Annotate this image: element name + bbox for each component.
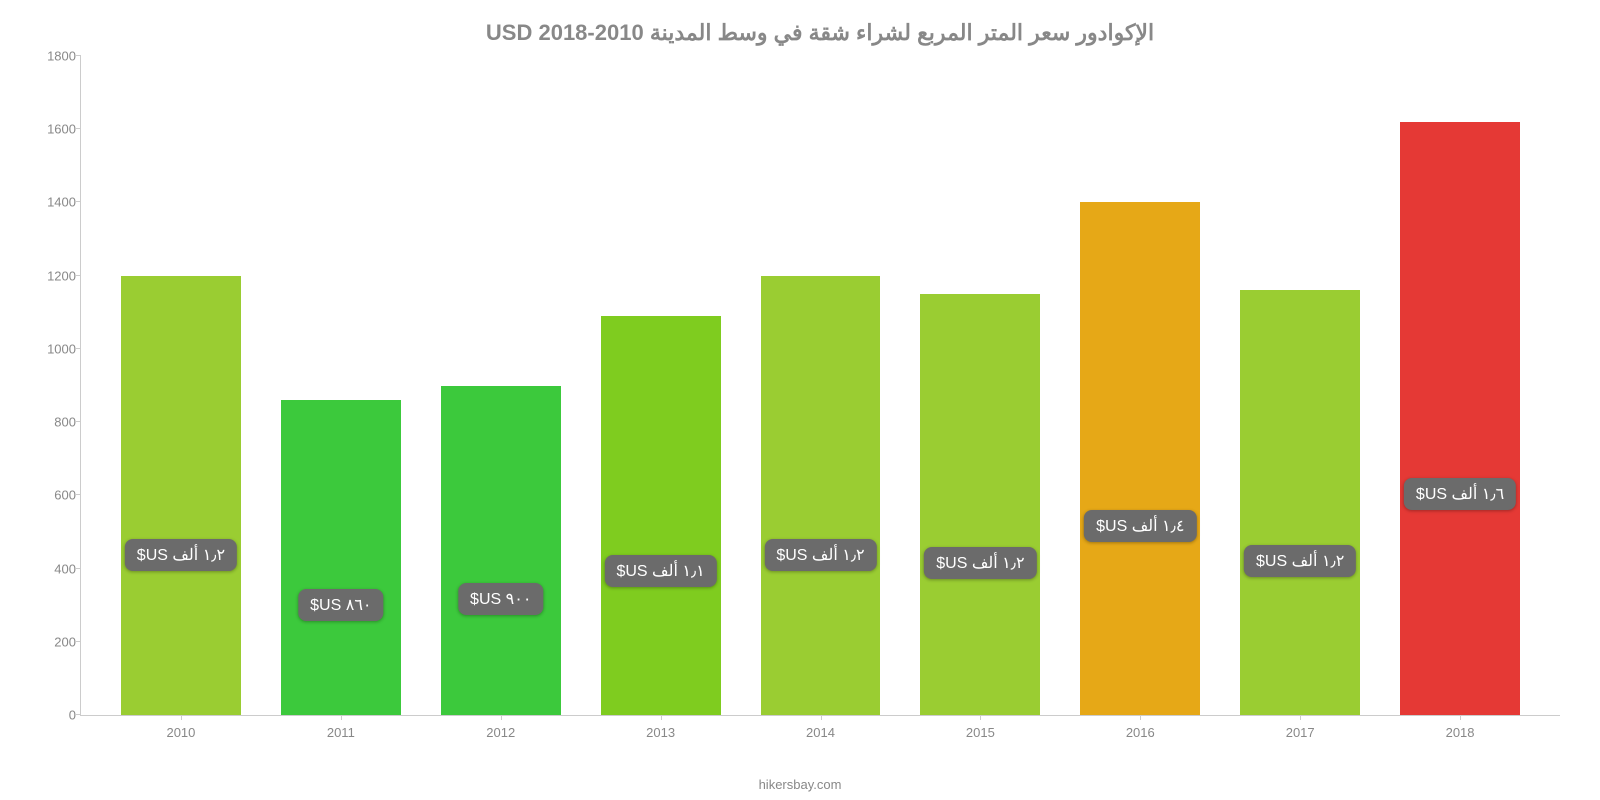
x-tick-label: 2016: [1126, 725, 1155, 740]
bar-value-label: ١٫٢ ألف US$: [764, 539, 876, 571]
bar: ١٫٦ ألف US$: [1400, 122, 1520, 715]
x-tick-label: 2017: [1286, 725, 1315, 740]
x-tick-label: 2015: [966, 725, 995, 740]
bar: ١٫١ ألف US$: [601, 316, 721, 715]
bar-value-label: ١٫٤ ألف US$: [1084, 510, 1196, 542]
x-tick-label: 2014: [806, 725, 835, 740]
y-tick-label: 1600: [31, 122, 76, 137]
x-tick-mark: [980, 715, 981, 720]
bar-slot: ١٫٤ ألف US$2016: [1060, 56, 1220, 715]
y-tick-label: 1200: [31, 268, 76, 283]
x-tick-mark: [501, 715, 502, 720]
x-tick-mark: [821, 715, 822, 720]
bar: ١٫٢ ألف US$: [920, 294, 1040, 715]
bar-slot: ٩٠٠ US$2012: [421, 56, 581, 715]
plot-area: 020040060080010001200140016001800 ١٫٢ أل…: [80, 56, 1560, 716]
bar: ١٫٢ ألف US$: [761, 276, 881, 715]
chart-footer: hikersbay.com: [759, 777, 842, 792]
x-tick-mark: [1140, 715, 1141, 720]
bar-slot: ١٫١ ألف US$2013: [581, 56, 741, 715]
x-tick-mark: [1460, 715, 1461, 720]
bar-value-label: ١٫٢ ألف US$: [924, 547, 1036, 579]
y-tick-label: 800: [31, 415, 76, 430]
y-tick-label: 1800: [31, 49, 76, 64]
y-tick-label: 1000: [31, 341, 76, 356]
bar-value-label: ١٫١ ألف US$: [604, 555, 716, 587]
y-tick-label: 0: [31, 708, 76, 723]
x-tick-label: 2010: [166, 725, 195, 740]
chart-title: الإكوادور سعر المتر المربع لشراء شقة في …: [80, 20, 1560, 46]
bar: ١٫٢ ألف US$: [1240, 290, 1360, 715]
x-tick-label: 2011: [327, 725, 355, 740]
bar: ١٫٢ ألف US$: [121, 276, 241, 715]
x-tick-mark: [341, 715, 342, 720]
y-tick-label: 1400: [31, 195, 76, 210]
x-tick-label: 2012: [486, 725, 515, 740]
y-tick-label: 400: [31, 561, 76, 576]
x-tick-label: 2018: [1446, 725, 1475, 740]
x-tick-label: 2013: [646, 725, 675, 740]
x-tick-mark: [1300, 715, 1301, 720]
bar-slot: ١٫٢ ألف US$2010: [101, 56, 261, 715]
bar: ١٫٤ ألف US$: [1080, 202, 1200, 715]
x-tick-mark: [181, 715, 182, 720]
bar-slot: ١٫٢ ألف US$2017: [1220, 56, 1380, 715]
chart-container: الإكوادور سعر المتر المربع لشراء شقة في …: [0, 0, 1600, 800]
bar-slot: ٨٦٠ US$2011: [261, 56, 421, 715]
bar-value-label: ٨٦٠ US$: [298, 589, 383, 621]
y-tick-label: 200: [31, 634, 76, 649]
bar-value-label: ١٫٦ ألف US$: [1404, 478, 1516, 510]
bar-value-label: ١٫٢ ألف US$: [125, 539, 237, 571]
x-tick-mark: [661, 715, 662, 720]
bars-row: ١٫٢ ألف US$2010٨٦٠ US$2011٩٠٠ US$2012١٫١…: [81, 56, 1560, 715]
bar: ٨٦٠ US$: [281, 400, 401, 715]
bar-slot: ١٫٢ ألف US$2014: [741, 56, 901, 715]
y-tick-label: 600: [31, 488, 76, 503]
bar-slot: ١٫٢ ألف US$2015: [900, 56, 1060, 715]
bar: ٩٠٠ US$: [441, 386, 561, 716]
bar-value-label: ٩٠٠ US$: [458, 583, 543, 615]
bar-value-label: ١٫٢ ألف US$: [1244, 545, 1356, 577]
bar-slot: ١٫٦ ألف US$2018: [1380, 56, 1540, 715]
